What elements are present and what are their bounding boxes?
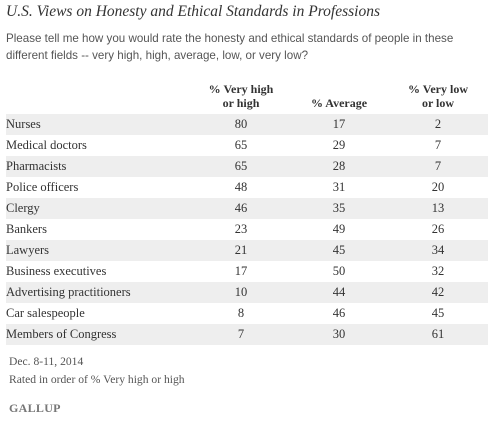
cell-average: 29 [290,135,388,156]
table-row: Advertising practitioners 10 44 42 [6,282,488,303]
cell-average: 49 [290,219,388,240]
ordering-note: Rated in order of % Very high or high [9,373,185,386]
table-body: Nurses 80 17 2 Medical doctors 65 29 7 Pharmacis… [6,114,488,345]
cell-profession: Medical doctors [6,135,192,156]
cell-very-high-or-high: 7 [192,324,290,345]
cell-average: 31 [290,177,388,198]
cell-average: 35 [290,198,388,219]
table-row: Nurses 80 17 2 [6,114,488,135]
cell-very-high-or-high: 8 [192,303,290,324]
header-very-high-line1: % Very high [208,82,274,96]
cell-very-high-or-high: 48 [192,177,290,198]
header-very-low-line2: or low [421,96,455,110]
table-row: Bankers 23 49 26 [6,219,488,240]
table-row: Clergy 46 35 13 [6,198,488,219]
cell-average: 50 [290,261,388,282]
cell-very-low-or-low: 45 [388,303,488,324]
header-very-low-or-low: % Very low or low [388,80,488,114]
cell-very-low-or-low: 32 [388,261,488,282]
chart-title: U.S. Views on Honesty and Ethical Standa… [6,3,380,20]
cell-very-high-or-high: 23 [192,219,290,240]
cell-very-high-or-high: 80 [192,114,290,135]
table-row: Medical doctors 65 29 7 [6,135,488,156]
header-very-high-line2: or high [222,96,260,110]
header-very-low-line1: % Very low [408,82,468,96]
cell-profession: Bankers [6,219,192,240]
cell-average: 28 [290,156,388,177]
cell-very-high-or-high: 46 [192,198,290,219]
cell-very-low-or-low: 2 [388,114,488,135]
table-row: Members of Congress 7 30 61 [6,324,488,345]
cell-profession: Advertising practitioners [6,282,192,303]
cell-very-high-or-high: 17 [192,261,290,282]
table-row: Business executives 17 50 32 [6,261,488,282]
table-row: Police officers 48 31 20 [6,177,488,198]
table-row: Pharmacists 65 28 7 [6,156,488,177]
cell-profession: Lawyers [6,240,192,261]
cell-average: 17 [290,114,388,135]
cell-very-low-or-low: 61 [388,324,488,345]
survey-date: Dec. 8-11, 2014 [9,355,84,368]
header-row: % Very high or high % Average % Very low o… [6,80,488,114]
professions-table: % Very high or high % Average % Very low o… [6,80,488,345]
header-profession [6,80,192,114]
cell-very-low-or-low: 7 [388,135,488,156]
table-row: Car salespeople 8 46 45 [6,303,488,324]
cell-very-high-or-high: 65 [192,135,290,156]
header-average-label: % Average [310,96,368,110]
cell-very-high-or-high: 65 [192,156,290,177]
header-average: % Average [290,80,388,114]
cell-average: 46 [290,303,388,324]
cell-very-high-or-high: 10 [192,282,290,303]
cell-profession: Clergy [6,198,192,219]
cell-profession: Car salespeople [6,303,192,324]
cell-profession: Business executives [6,261,192,282]
header-very-high-or-high: % Very high or high [192,80,290,114]
gallup-logo: GALLUP [9,401,61,415]
cell-profession: Members of Congress [6,324,192,345]
cell-very-low-or-low: 13 [388,198,488,219]
cell-average: 30 [290,324,388,345]
cell-average: 45 [290,240,388,261]
cell-very-low-or-low: 26 [388,219,488,240]
cell-average: 44 [290,282,388,303]
cell-very-low-or-low: 42 [388,282,488,303]
cell-very-low-or-low: 34 [388,240,488,261]
cell-profession: Nurses [6,114,192,135]
table-row: Lawyers 21 45 34 [6,240,488,261]
cell-very-high-or-high: 21 [192,240,290,261]
chart-subtitle: Please tell me how you would rate the ho… [6,32,454,62]
cell-very-low-or-low: 20 [388,177,488,198]
cell-profession: Police officers [6,177,192,198]
cell-profession: Pharmacists [6,156,192,177]
cell-very-low-or-low: 7 [388,156,488,177]
